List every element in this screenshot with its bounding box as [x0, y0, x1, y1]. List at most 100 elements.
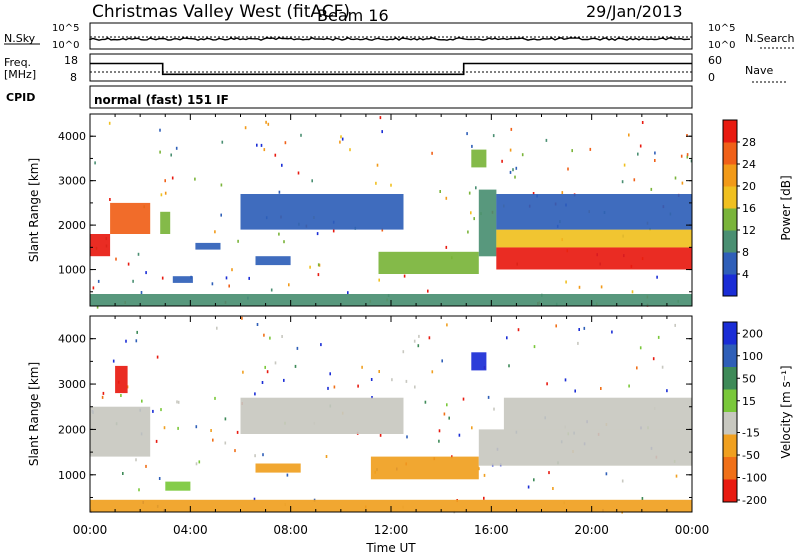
scatter-cell [654, 159, 656, 162]
scatter-cell [583, 326, 586, 330]
backscatter-region [110, 202, 151, 234]
scatter-cell [242, 370, 244, 374]
scatter-cell [137, 252, 140, 256]
backscatter-region [172, 276, 193, 283]
scatter-cell [546, 382, 548, 386]
scatter-cell [589, 147, 592, 151]
scatter-cell [470, 211, 472, 215]
power-panel: 1000 2000 3000 4000 Slant Range [km] 4 8 12 16 20… [27, 113, 793, 309]
scatter-cell [475, 186, 477, 190]
scatter-cell [281, 335, 283, 338]
scatter-cell [212, 438, 214, 442]
scatter-cell [650, 187, 653, 191]
scatter-cell [378, 278, 380, 282]
scatter-cell [220, 213, 222, 217]
scatter-cell [574, 389, 576, 393]
colorbar-label: Velocity [m s⁻¹] [779, 365, 793, 458]
x-tick-label: 12:00 [374, 523, 409, 537]
scatter-cell [177, 400, 180, 404]
scatter-cell [112, 359, 115, 363]
scatter-cell [462, 397, 465, 401]
scatter-cell [127, 262, 130, 266]
scatter-cell [428, 336, 431, 340]
scatter-cell [379, 116, 382, 120]
scatter-cell [674, 323, 676, 327]
scatter-cell [621, 479, 624, 483]
y-tick-label: 3000 [58, 175, 86, 188]
freq-tick-high: 18 [64, 54, 78, 67]
scatter-cell [158, 477, 161, 480]
backscatter-region [496, 247, 692, 270]
y-tick-label: 4000 [58, 130, 86, 143]
scatter-cell [140, 291, 143, 294]
scatter-cell [390, 183, 392, 187]
scatter-cell [294, 364, 297, 368]
nsky-series [89, 37, 691, 42]
beam-title: Beam 16 [317, 6, 389, 25]
scatter-cell [686, 153, 689, 157]
nave-label: Nave [745, 64, 773, 77]
scatter-cell [468, 191, 471, 195]
scatter-cell [135, 458, 137, 462]
scatter-cell [483, 473, 486, 477]
scatter-cell [641, 497, 644, 500]
scatter-cell [170, 153, 172, 157]
scatter-cell [466, 132, 468, 136]
scatter-cell [194, 177, 196, 181]
scatter-cell [274, 153, 277, 157]
colorbar-tick-label: 50 [742, 372, 756, 385]
scatter-cell [195, 425, 198, 429]
scatter-cell [379, 433, 382, 437]
colorbar-segment [723, 120, 737, 143]
y-tick-label: 2000 [58, 423, 86, 436]
scatter-cell [471, 144, 473, 148]
scatter-cell [159, 128, 161, 132]
scatter-cell [657, 335, 660, 339]
scatter-cell [636, 366, 638, 370]
colorbar-tick-label: -100 [742, 472, 767, 485]
scatter-cell [286, 473, 289, 477]
time-axis: 00:00 04:00 08:00 12:00 16:00 20:00 00:00 [73, 523, 710, 537]
scatter-cell [448, 416, 450, 420]
backscatter-region [195, 242, 221, 250]
scatter-cell [637, 152, 639, 156]
scatter-cell [391, 378, 393, 382]
scatter-cell [171, 176, 174, 180]
scatter-cell [159, 150, 161, 154]
scatter-cell [578, 328, 580, 331]
y-tick-label: 4000 [58, 333, 86, 346]
colorbar-segment [723, 142, 737, 165]
scatter-cell [605, 472, 608, 476]
colorbar-frame [722, 321, 738, 503]
colorbar-segment [723, 322, 737, 345]
scatter-cell [446, 323, 448, 327]
scatter-cell [402, 350, 405, 354]
scatter-cell [623, 163, 626, 167]
scatter-cell [628, 384, 630, 388]
scatter-cell [320, 343, 322, 347]
colorbar-label: Power [dB] [779, 175, 793, 240]
scatter-cell [283, 240, 285, 244]
scatter-cell [231, 268, 233, 272]
scatter-cell [325, 455, 328, 458]
scatter-cell [281, 163, 283, 167]
scatter-cell [521, 153, 524, 157]
scatter-cell [431, 370, 434, 374]
y-tick-label: 3000 [58, 378, 86, 391]
scatter-cell [97, 279, 100, 283]
scatter-cell [492, 134, 495, 138]
frequency-strip-frame [89, 53, 693, 82]
scatter-cell [654, 151, 656, 155]
scatter-cell [674, 176, 677, 180]
scatter-cell [155, 439, 158, 443]
scatter-cell [641, 121, 644, 124]
scatter-cell [652, 357, 655, 361]
colorbar-tick-label: 24 [742, 158, 756, 171]
backscatter-region [115, 365, 128, 394]
scatter-cell [267, 122, 270, 126]
scatter-cell [266, 370, 269, 374]
colorbar-segment [723, 252, 737, 275]
backscatter-region [90, 234, 111, 257]
colorbar-segment [723, 208, 737, 231]
scatter-cell [126, 385, 129, 389]
